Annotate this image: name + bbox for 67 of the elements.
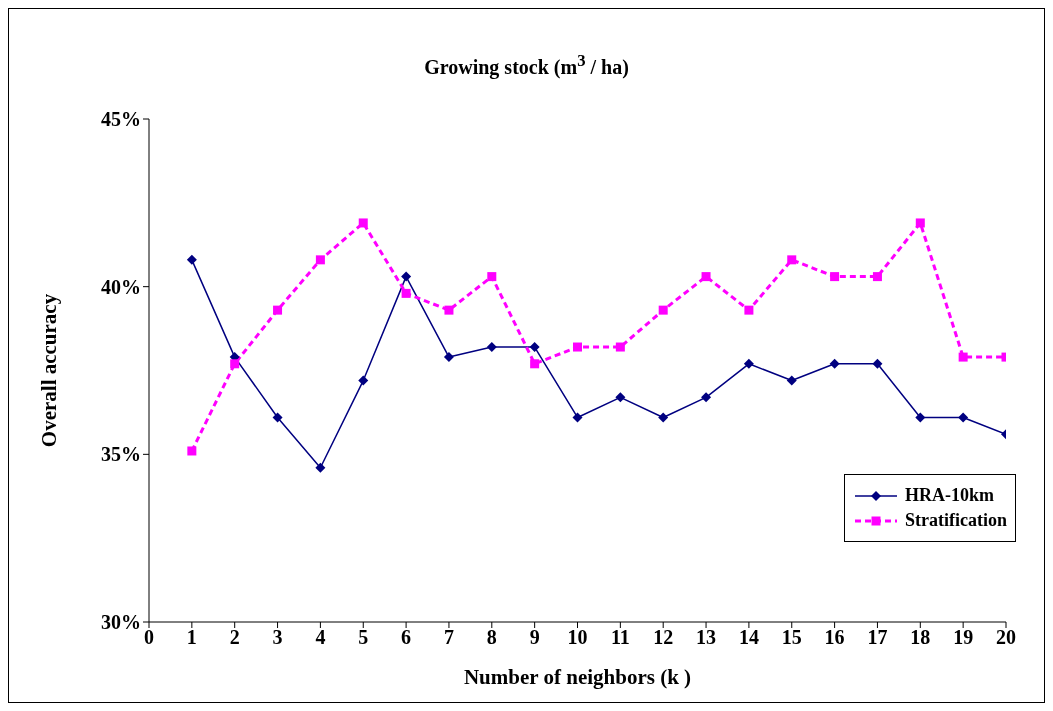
x-tick-label: 14 — [738, 626, 759, 649]
point — [615, 392, 626, 403]
x-tick-label: 9 — [529, 626, 540, 649]
legend-label: HRA-10km — [905, 485, 995, 506]
point — [486, 342, 497, 353]
x-tick-label: 15 — [781, 626, 802, 649]
point — [786, 375, 797, 386]
y-axis-title: Overall accuracy — [37, 293, 62, 448]
x-tick-label: 17 — [867, 626, 888, 649]
point — [915, 412, 926, 423]
x-tick-label: 6 — [401, 626, 412, 649]
point — [487, 272, 497, 282]
point — [230, 359, 240, 369]
x-tick-label: 18 — [910, 626, 931, 649]
point — [401, 271, 412, 282]
x-tick-label: 3 — [272, 626, 283, 649]
legend-label: Stratification — [905, 510, 1007, 531]
x-tick-label: 16 — [824, 626, 845, 649]
x-tick-label: 4 — [315, 626, 326, 649]
point — [573, 342, 582, 352]
point — [272, 412, 283, 423]
point — [358, 375, 369, 386]
point — [315, 255, 325, 265]
x-tick-label: 8 — [486, 626, 497, 649]
point — [658, 412, 669, 423]
x-axis-title: Number of neighbors (k ) — [463, 665, 692, 689]
y-tick-label: 30% — [101, 611, 141, 634]
x-tick-label: 19 — [953, 626, 974, 649]
y-tick-label: 45% — [101, 108, 141, 131]
point — [529, 342, 540, 353]
point — [187, 446, 197, 456]
point — [829, 358, 840, 369]
point — [186, 254, 197, 265]
point — [444, 305, 454, 315]
x-tick-label: 10 — [567, 626, 588, 649]
point — [872, 272, 882, 282]
point — [701, 392, 712, 403]
x-tick-label: 7 — [443, 626, 454, 649]
point — [530, 359, 540, 369]
point — [958, 412, 969, 423]
point — [443, 352, 454, 363]
point — [872, 358, 883, 369]
y-tick-label: 35% — [101, 443, 141, 466]
point — [958, 352, 968, 362]
point — [358, 218, 368, 228]
x-tick-label: 20 — [996, 626, 1016, 649]
y-tick-label: 40% — [101, 275, 141, 298]
x-tick-label: 0 — [144, 626, 154, 649]
point — [915, 218, 925, 228]
point — [658, 305, 668, 315]
point — [787, 255, 797, 265]
point — [615, 342, 625, 352]
x-tick-label: 12 — [653, 626, 674, 649]
x-tick-label: 13 — [696, 626, 717, 649]
point — [273, 305, 283, 315]
chart-title: Growing stock (m$^{3}$ / ha) — [423, 51, 630, 79]
point — [315, 462, 326, 473]
x-tick-label: 2 — [229, 626, 240, 649]
x-tick-label: 1 — [186, 626, 197, 649]
x-tick-label: 11 — [610, 626, 630, 649]
point — [744, 305, 754, 315]
x-tick-label: 5 — [358, 626, 369, 649]
point — [830, 272, 840, 282]
point — [743, 358, 754, 369]
point — [401, 288, 411, 298]
point — [572, 412, 583, 423]
point — [701, 272, 711, 282]
